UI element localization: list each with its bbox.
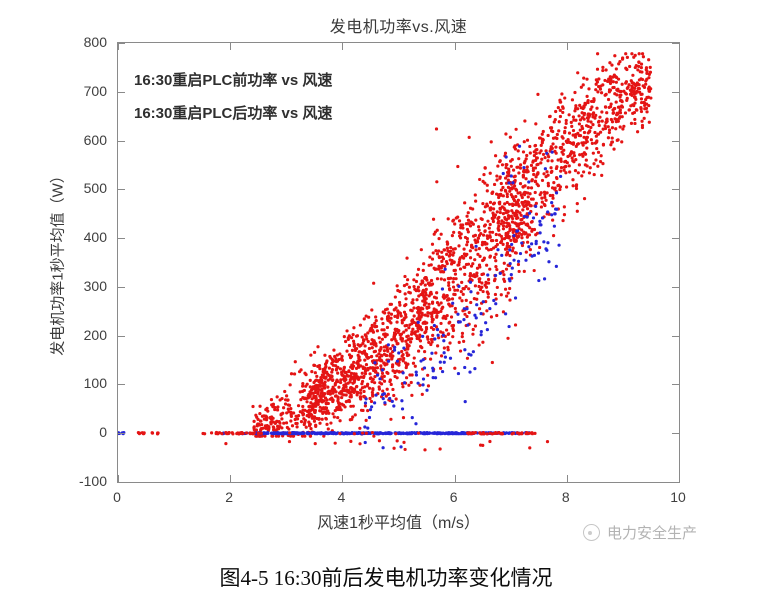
- plot-frame: [117, 42, 680, 483]
- figure-caption: 图4-5 16:30前后发电机功率变化情况: [219, 566, 553, 590]
- y-tick-label: 200: [83, 326, 107, 343]
- y-tick-label: 0: [99, 424, 107, 441]
- x-tick-label: 6: [449, 489, 458, 505]
- y-tick-label: 600: [83, 131, 107, 148]
- y-tick-label: 100: [83, 375, 107, 392]
- x-tick-label: 8: [561, 489, 570, 505]
- y-tick-label: 300: [83, 277, 107, 294]
- y-tick-label: 500: [83, 180, 107, 197]
- scatter-plot-canvas: [118, 43, 679, 482]
- watermark-text: 电力安全生产: [607, 525, 698, 542]
- x-tick-label: 0: [113, 489, 121, 505]
- x-tick-label: 2: [225, 489, 234, 505]
- chart-title: 发电机功率vs.风速: [329, 19, 468, 36]
- y-tick-label: 800: [83, 34, 107, 50]
- x-tick-label: 10: [670, 489, 686, 505]
- y-tick-label: -100: [78, 473, 107, 489]
- watermark-logo-icon: [583, 524, 600, 541]
- watermark: 电力安全生产: [583, 522, 697, 543]
- y-tick-label: 700: [83, 82, 107, 99]
- y-tick-label: 400: [83, 229, 107, 246]
- x-axis-label: 风速1秒平均值（m/s）: [317, 515, 480, 532]
- x-tick-label: 4: [337, 489, 346, 505]
